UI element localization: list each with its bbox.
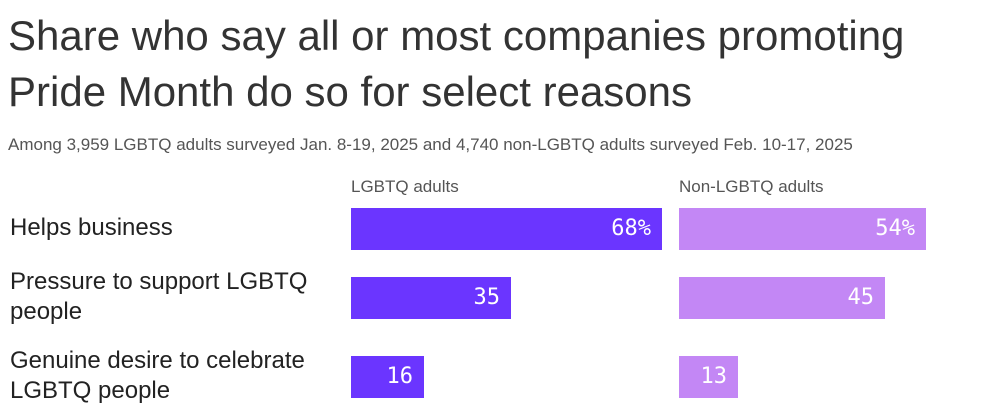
category-label-helps-business: Helps business [10,214,173,241]
bar-value-label-non-lgbtq-helps-business: 54% [875,216,915,241]
bar-lgbtq-genuine-desire [351,356,424,398]
category-label-genuine-desire: Genuine desire to celebrate LGBTQ people [10,347,305,404]
chart-title: Share who say all or most companies prom… [8,12,905,115]
series-header-lgbtq: LGBTQ adults [351,177,459,196]
bar-value-label-non-lgbtq-pressure: 45 [847,285,875,310]
bar-lgbtq-helps-business [351,208,662,250]
bar-non-lgbtq-pressure [679,277,885,319]
bar-non-lgbtq-genuine-desire [679,356,738,398]
category-label-pressure: Pressure to support LGBTQ people [10,268,308,325]
bar-non-lgbtq-helps-business [679,208,926,250]
bar-lgbtq-pressure [351,277,511,319]
series-header-non-lgbtq: Non-LGBTQ adults [679,177,824,196]
bar-value-label-non-lgbtq-genuine-desire: 13 [700,364,728,389]
bar-value-label-lgbtq-genuine-desire: 16 [386,364,414,389]
bar-value-label-lgbtq-helps-business: 68% [611,216,651,241]
chart-subtitle: Among 3,959 LGBTQ adults surveyed Jan. 8… [8,135,853,154]
bar-value-label-lgbtq-pressure: 35 [473,285,501,310]
